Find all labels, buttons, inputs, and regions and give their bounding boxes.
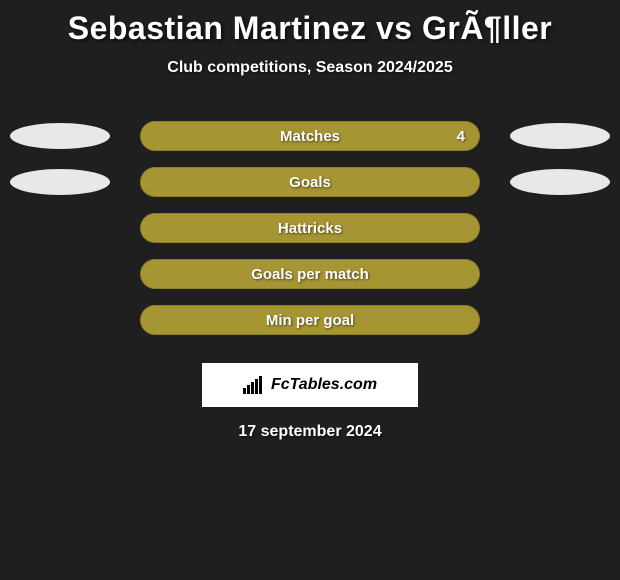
stat-row: Hattricks bbox=[0, 205, 620, 251]
page-title: Sebastian Martinez vs GrÃ¶ller bbox=[0, 0, 620, 47]
stat-row: Min per goal bbox=[0, 297, 620, 343]
right-ellipse bbox=[510, 169, 610, 195]
stat-bar: Hattricks bbox=[140, 213, 480, 243]
stat-bar: Goals per match bbox=[140, 259, 480, 289]
date-text: 17 september 2024 bbox=[0, 423, 620, 441]
stat-label: Matches bbox=[280, 128, 340, 145]
stat-label: Hattricks bbox=[278, 220, 342, 237]
left-ellipse bbox=[10, 169, 110, 195]
logo-text: FcTables.com bbox=[271, 376, 377, 394]
stat-label: Goals bbox=[289, 174, 331, 191]
stat-row: Matches 4 bbox=[0, 113, 620, 159]
logo-box: FcTables.com bbox=[202, 363, 418, 407]
left-ellipse bbox=[10, 123, 110, 149]
stat-bar: Min per goal bbox=[140, 305, 480, 335]
stat-row: Goals per match bbox=[0, 251, 620, 297]
chart-bars-icon bbox=[243, 376, 265, 394]
stat-label: Min per goal bbox=[266, 312, 354, 329]
stat-bar: Matches 4 bbox=[140, 121, 480, 151]
stat-row: Goals bbox=[0, 159, 620, 205]
logo: FcTables.com bbox=[243, 376, 377, 394]
stat-rows: Matches 4 Goals Hattricks Goals per matc… bbox=[0, 113, 620, 343]
stat-label: Goals per match bbox=[251, 266, 369, 283]
right-ellipse bbox=[510, 123, 610, 149]
stat-value: 4 bbox=[457, 128, 465, 145]
subtitle: Club competitions, Season 2024/2025 bbox=[0, 59, 620, 77]
stat-bar: Goals bbox=[140, 167, 480, 197]
